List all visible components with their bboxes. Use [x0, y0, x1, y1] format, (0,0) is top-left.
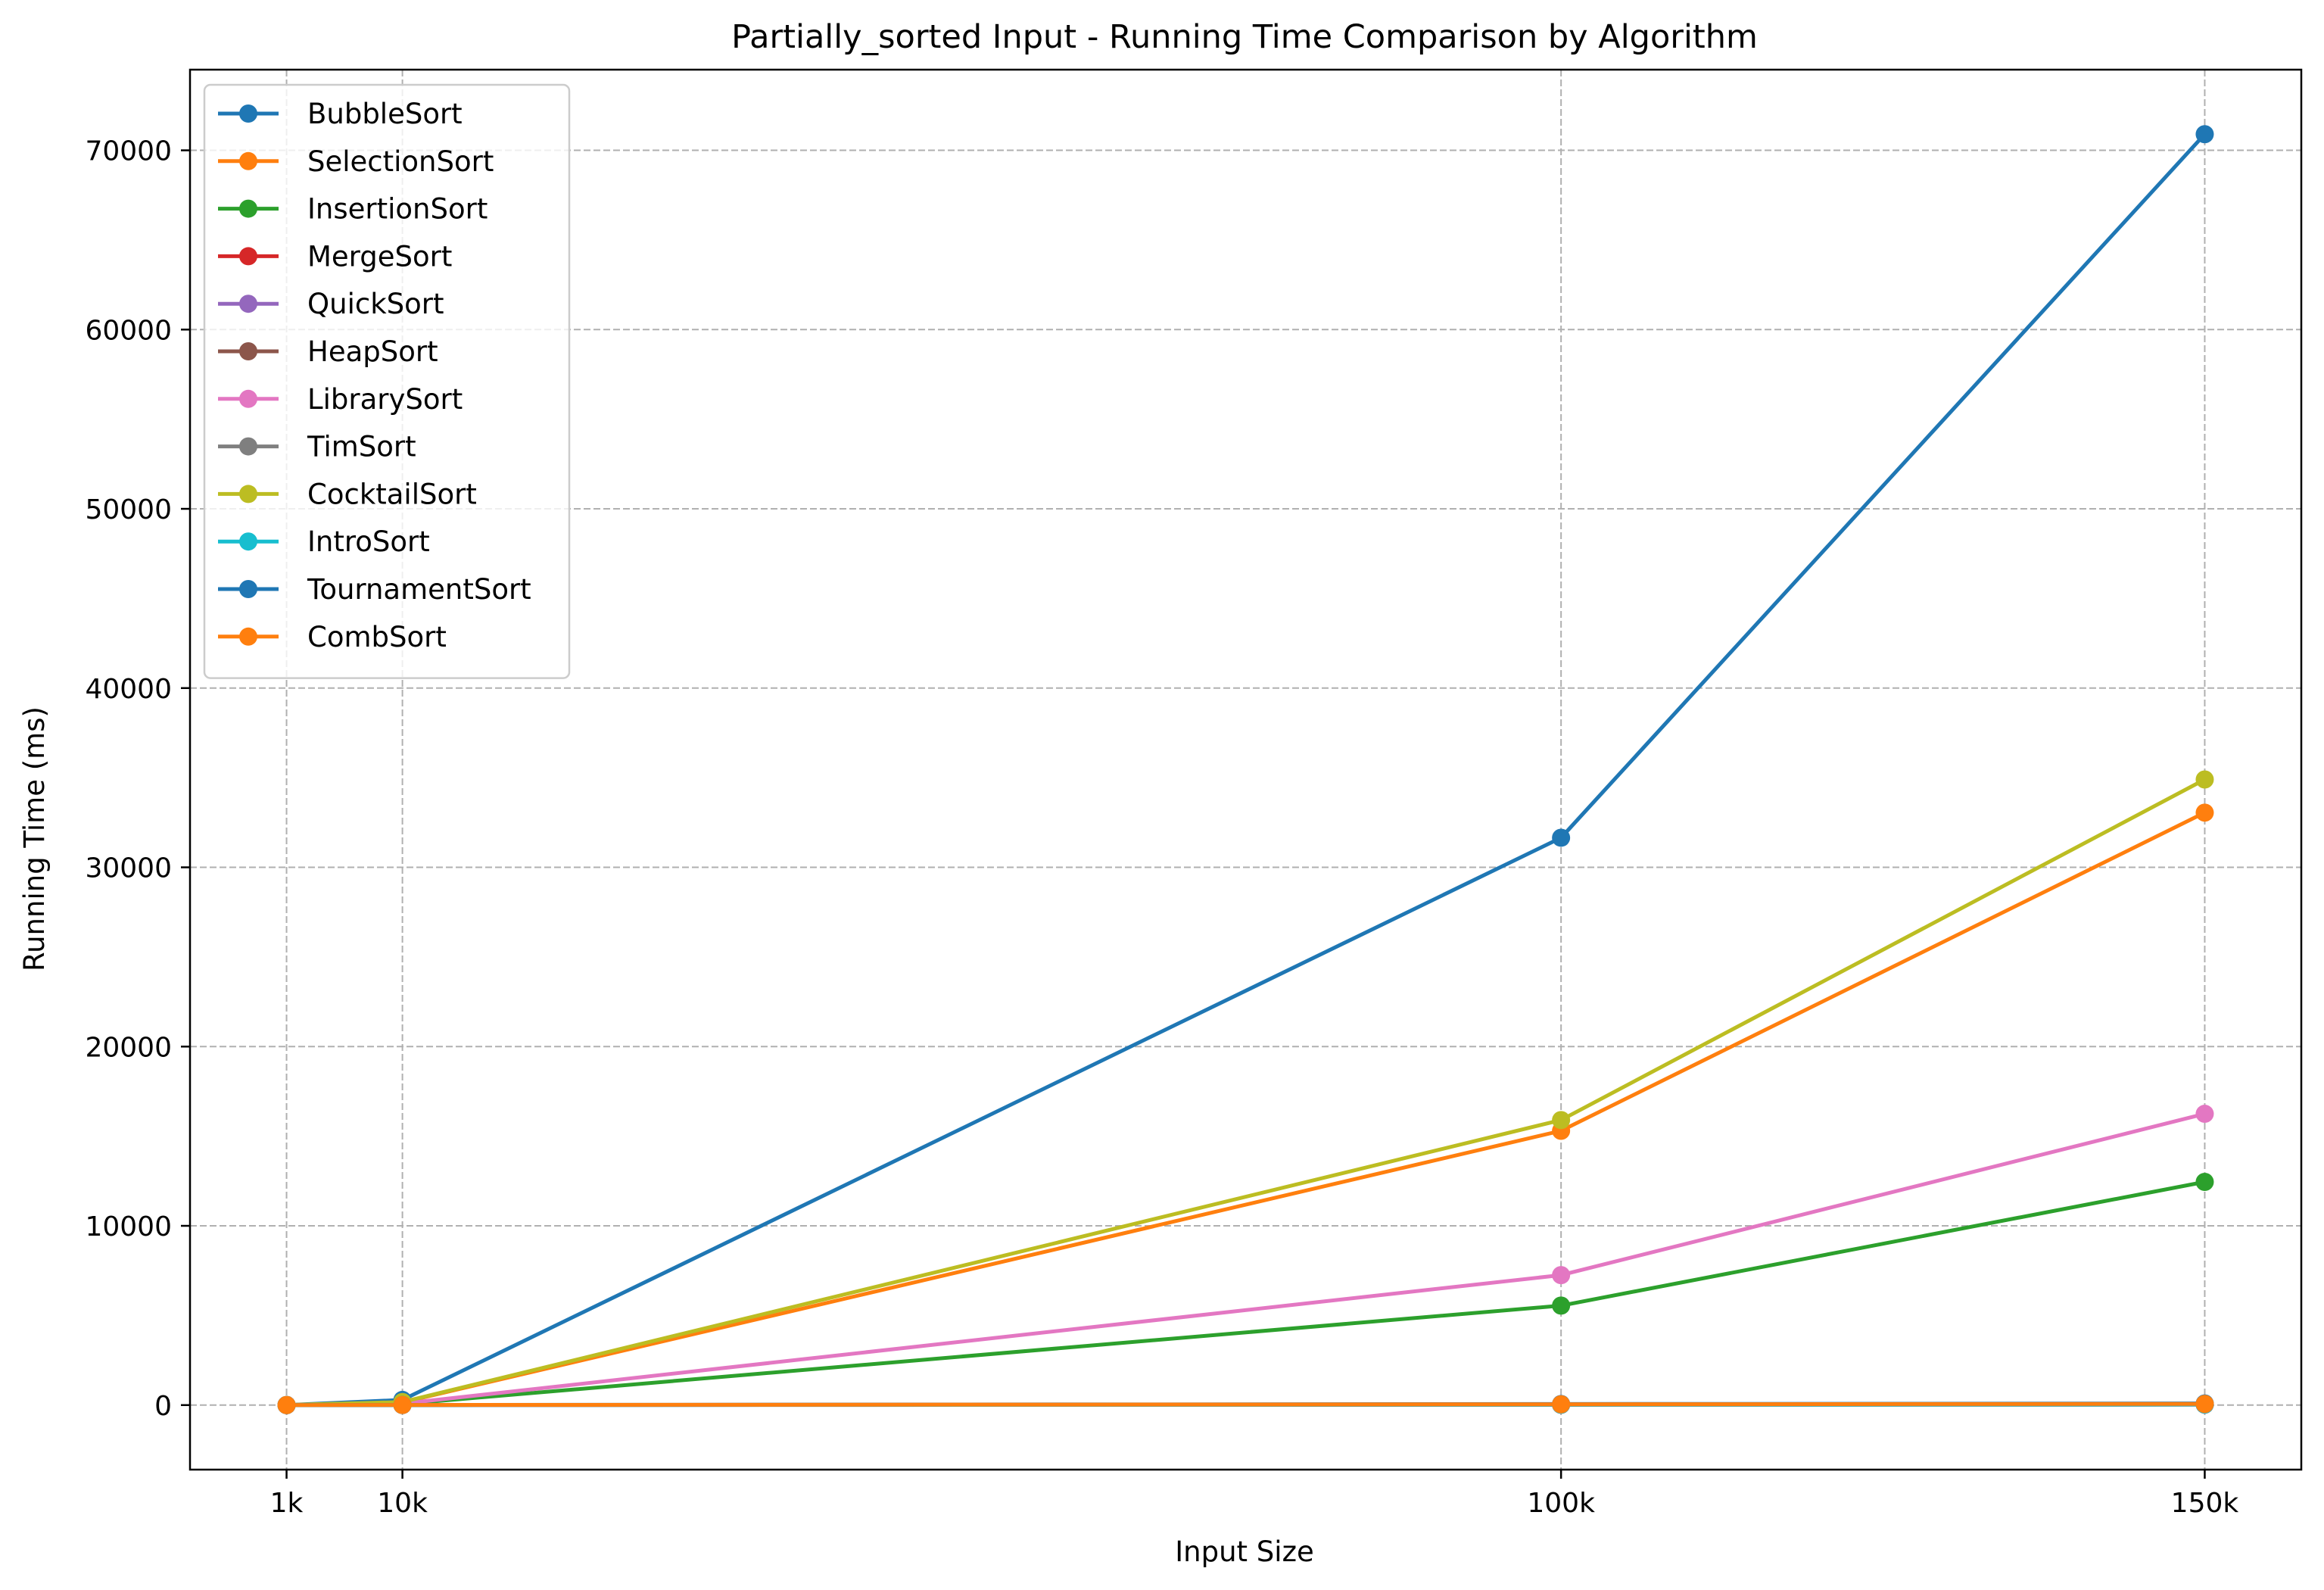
legend-swatch-marker	[239, 151, 257, 170]
series-combsort	[277, 1395, 2214, 1414]
data-point	[1552, 1296, 1571, 1315]
legend-label: TimSort	[307, 431, 416, 463]
y-tick-label: 0	[154, 1391, 172, 1422]
x-tick-label: 1k	[270, 1488, 304, 1519]
legend-label: CocktailSort	[307, 478, 477, 510]
legend-label: CombSort	[307, 621, 447, 653]
legend-item: SelectionSort	[218, 145, 494, 178]
series-line	[286, 1401, 2205, 1408]
plot-frame	[188, 68, 2303, 1471]
legend-item: TimSort	[218, 431, 416, 463]
legend-item: CocktailSort	[218, 478, 477, 510]
grid-lines	[190, 70, 2301, 1470]
legend-swatch-marker	[239, 295, 257, 313]
x-axis: 1k 10k 100k 150k	[270, 1470, 2239, 1519]
legend-label: LibrarySort	[307, 383, 463, 416]
x-axis-label: Input Size	[1175, 1535, 1314, 1568]
legend-item: IntroSort	[218, 525, 430, 558]
data-point	[393, 1395, 412, 1414]
legend-item: HeapSort	[218, 335, 438, 368]
legend-label: IntroSort	[307, 525, 430, 558]
legend-item: BubbleSort	[218, 98, 463, 130]
legend-swatch-marker	[239, 532, 257, 551]
data-point	[2195, 1173, 2214, 1192]
series-layer	[277, 125, 2214, 1414]
x-tick-label: 100k	[1527, 1488, 1595, 1519]
y-tick-label: 20000	[85, 1032, 172, 1063]
legend-frame	[203, 83, 571, 679]
legend-swatch-marker	[239, 627, 257, 646]
y-tick-label: 60000	[85, 315, 172, 346]
legend-item: TournamentSort	[218, 573, 531, 606]
legend-item: QuickSort	[218, 288, 444, 320]
y-axis-label: Running Time (ms)	[18, 706, 51, 971]
y-tick-label: 10000	[85, 1211, 172, 1242]
legend-swatch-marker	[239, 342, 257, 360]
data-point	[1552, 1395, 1571, 1414]
data-point	[2195, 1105, 2214, 1124]
data-point	[2195, 1395, 2214, 1414]
series-librarysort	[277, 1105, 2214, 1414]
data-point	[2195, 770, 2214, 789]
x-tick-label: 150k	[2171, 1488, 2239, 1519]
legend-label: TournamentSort	[307, 573, 531, 606]
data-point	[277, 1395, 296, 1414]
legend-swatch-marker	[239, 389, 257, 408]
series-insertionsort	[277, 1173, 2214, 1414]
y-tick-label: 50000	[85, 494, 172, 525]
legend-item: CombSort	[218, 621, 447, 653]
legend-swatch-marker	[239, 437, 257, 456]
legend-swatch-marker	[239, 485, 257, 504]
chart-title: Partially_sorted Input - Running Time Co…	[731, 18, 1758, 56]
y-axis: 0 10000 20000 30000 40000 50000 60000 70000	[85, 136, 190, 1422]
x-tick-label: 10k	[377, 1488, 428, 1519]
legend-label: BubbleSort	[307, 98, 463, 130]
series-line	[286, 132, 2207, 1408]
y-tick-label: 70000	[85, 136, 172, 167]
legend-swatch-marker	[239, 247, 257, 266]
legend-swatch-marker	[239, 104, 257, 123]
data-point	[2195, 125, 2214, 144]
data-point	[1552, 828, 1571, 847]
legend-item: InsertionSort	[218, 193, 488, 226]
legend-item: LibrarySort	[218, 383, 463, 416]
legend: BubbleSort SelectionSort InsertionSort Merg…	[203, 83, 571, 679]
legend-swatch-marker	[239, 580, 257, 598]
data-point	[1552, 1111, 1571, 1130]
legend-label: SelectionSort	[307, 145, 494, 178]
legend-label: QuickSort	[307, 288, 444, 320]
data-point	[1552, 1266, 1571, 1285]
y-tick-label: 40000	[85, 674, 172, 705]
legend-label: InsertionSort	[307, 193, 488, 226]
legend-item: MergeSort	[218, 240, 452, 273]
y-tick-label: 30000	[85, 853, 172, 884]
legend-swatch-marker	[239, 199, 257, 218]
legend-label: MergeSort	[307, 240, 452, 273]
series-line	[286, 1180, 2205, 1408]
series-selectionsort	[277, 803, 2214, 1414]
legend-label: HeapSort	[307, 335, 438, 368]
data-point	[2195, 803, 2214, 822]
